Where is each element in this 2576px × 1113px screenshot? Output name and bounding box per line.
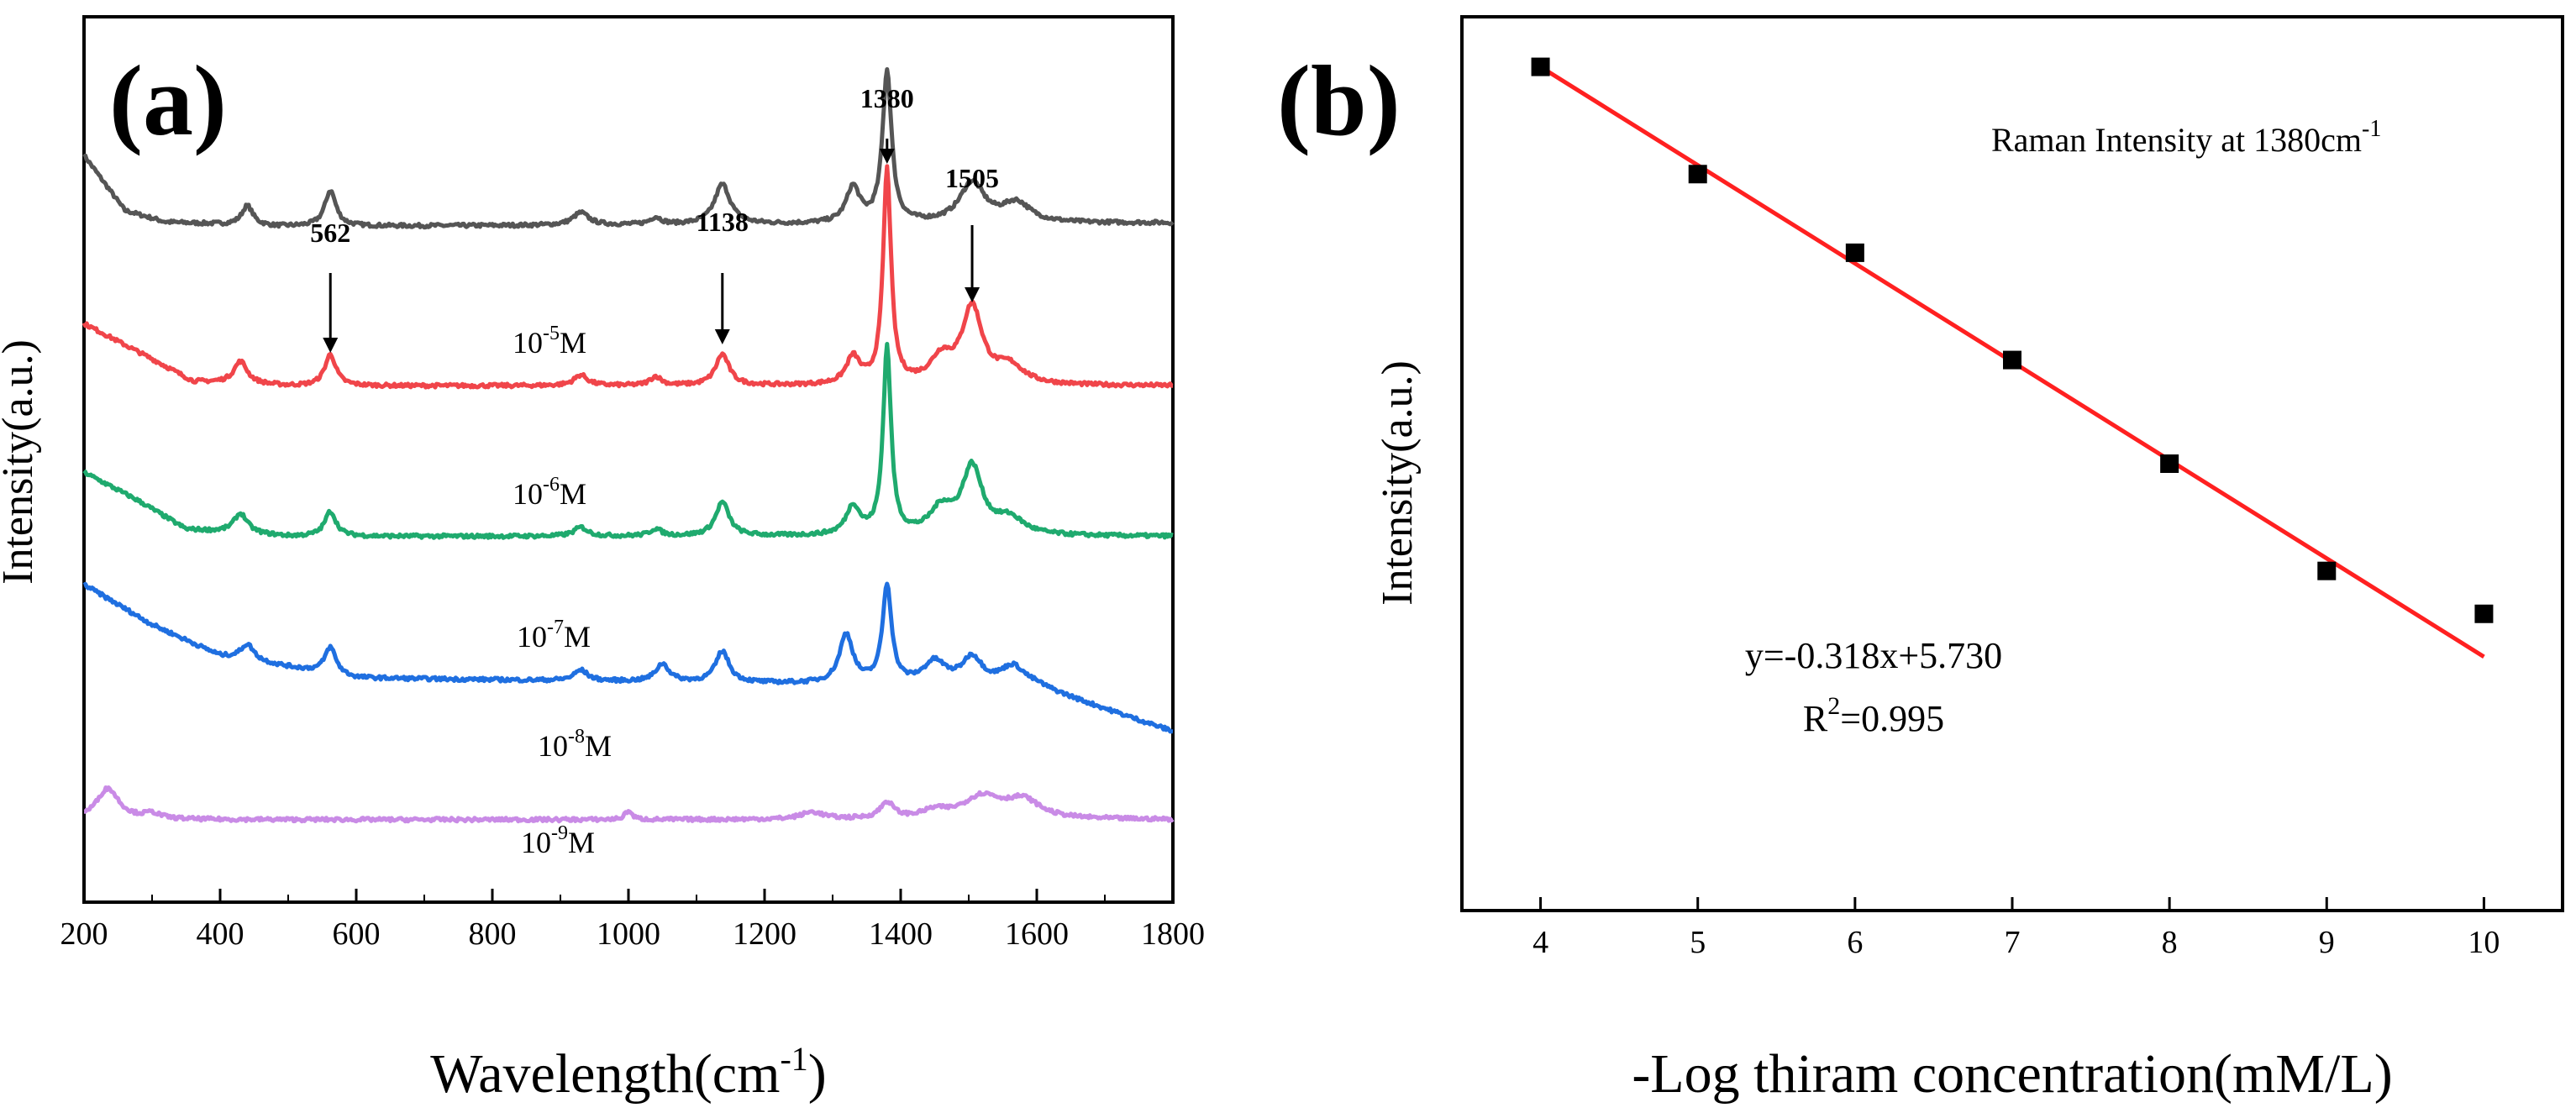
data-point: [2160, 454, 2179, 473]
spectrum-line: [82, 67, 1175, 230]
x-axis-label-end: ): [808, 1043, 827, 1105]
series-label: 10-9M: [521, 822, 595, 859]
peak-arrow-head: [323, 338, 339, 353]
data-point: [1845, 243, 1864, 262]
panel-a-y-axis-label: Intensity(a.u.): [0, 339, 42, 585]
panel-a: (a) 200 400 600 800 1000 1200 1400 1600 1800 10-…: [0, 15, 1205, 1105]
peak-label: 562: [310, 218, 350, 248]
panel-b-title-main: Raman Intensity at 1380cm: [1991, 121, 2362, 159]
x-tick-label: 8: [2162, 925, 2178, 960]
x-tick-label: 9: [2319, 925, 2335, 960]
data-point: [2317, 561, 2337, 580]
panel-a-peak-markers: 562 1138 1380 1505: [310, 83, 999, 353]
r2-label: R: [1803, 698, 1828, 739]
x-tick-label: 5: [1690, 925, 1706, 960]
panel-b-label: (b): [1277, 45, 1401, 156]
peak-arrow-head: [965, 287, 980, 302]
panel-b-title: Raman Intensity at 1380cm-1: [1991, 116, 2381, 159]
x-axis-label-main: Wavelength(cm: [430, 1043, 780, 1105]
x-tick-label: 6: [1847, 925, 1863, 960]
x-tick-label: 10: [2468, 925, 2500, 960]
panel-b-x-axis-label: -Log thiram concentration(mM/L): [1632, 1043, 2392, 1105]
panel-a-series-labels: 10-5M 10-6M 10-7M 10-8M 10-9M: [513, 323, 612, 859]
spectrum-line: [82, 581, 1174, 734]
panel-b: (b) 4 5 6 7 8 9 10 Raman Intensity at 1380cm-1…: [1277, 15, 2564, 1105]
peak-arrow-head: [714, 329, 730, 344]
x-tick-label: 400: [197, 916, 244, 952]
x-tick-label: 1800: [1141, 916, 1205, 952]
x-tick-label: 1600: [1005, 916, 1069, 952]
x-tick-label: 7: [2005, 925, 2021, 960]
panel-b-x-ticks: 4 5 6 7 8 9 10: [1532, 897, 2500, 960]
spectrum-line: [83, 785, 1175, 824]
series-label: 10-8M: [538, 726, 612, 763]
panel-a-label: (a): [109, 45, 227, 156]
panel-a-spectra: [81, 67, 1175, 824]
spectrum-line: [82, 342, 1174, 540]
x-axis-label-sup: -1: [780, 1040, 807, 1078]
panel-b-title-sup: -1: [2362, 116, 2381, 142]
x-tick-label: 1200: [733, 916, 796, 952]
spectrum-line: [81, 164, 1174, 390]
panel-b-data-points: [1531, 57, 2494, 623]
panel-b-y-axis-label: Intensity(a.u.): [1374, 360, 1422, 606]
data-point: [1531, 57, 1550, 76]
x-tick-label: 200: [60, 916, 108, 952]
panel-a-x-axis-label: Wavelength(cm-1): [430, 1040, 827, 1105]
series-label: 10-7M: [517, 617, 591, 654]
peak-label: 1380: [860, 83, 914, 113]
x-tick-label: 600: [333, 916, 381, 952]
fit-r-squared: R2=0.995: [1803, 692, 1944, 739]
r2-value: =0.995: [1840, 698, 1944, 739]
data-point: [2474, 604, 2494, 623]
peak-label: 1505: [945, 163, 999, 193]
x-tick-label: 800: [469, 916, 517, 952]
panel-a-frame: [82, 15, 1175, 904]
peak-arrow-head: [879, 149, 895, 164]
series-label: 10-6M: [513, 474, 586, 511]
r2-sup: 2: [1827, 692, 1840, 720]
data-point: [2003, 350, 2021, 370]
data-point: [1688, 165, 1707, 184]
panel-a-x-ticks: 200 400 600 800 1000 1200 1400 1600 1800: [60, 889, 1205, 952]
x-tick-label: 1000: [597, 916, 660, 952]
x-tick-label: 1400: [869, 916, 933, 952]
x-tick-label: 4: [1532, 925, 1548, 960]
series-label: 10-5M: [513, 323, 586, 360]
peak-label: 1138: [697, 207, 749, 237]
fit-equation: y=-0.318x+5.730: [1745, 635, 2002, 676]
